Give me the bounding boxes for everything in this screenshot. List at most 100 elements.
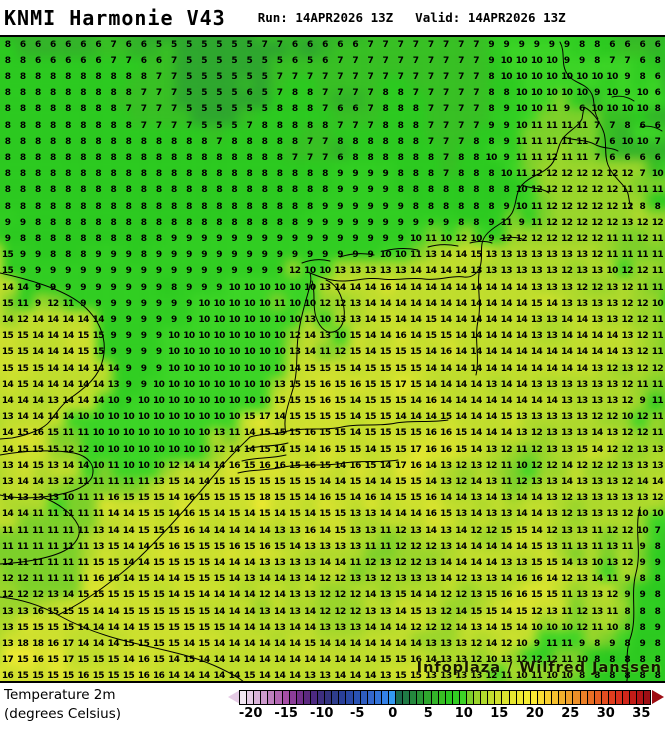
temp-cell-value: 9 bbox=[155, 266, 162, 277]
temp-cell-color bbox=[159, 462, 176, 479]
temp-cell-color bbox=[65, 91, 81, 109]
temp-cell-value: 14 bbox=[289, 638, 301, 649]
temp-cell-value: 10 bbox=[561, 88, 573, 99]
temp-cell-value: 14 bbox=[470, 509, 482, 520]
temp-cell-value: 16 bbox=[137, 655, 150, 666]
temp-cell-color bbox=[253, 192, 270, 210]
temp-cell-color bbox=[332, 108, 349, 126]
temp-cell-color bbox=[363, 495, 380, 513]
temp-cell-value: 14 bbox=[561, 460, 573, 471]
temp-cell-color bbox=[0, 192, 3, 210]
temp-cell-value: 15 bbox=[107, 590, 120, 601]
temp-cell-color bbox=[301, 394, 317, 412]
temp-cell-value: 12 bbox=[394, 541, 407, 552]
temp-cell-color bbox=[0, 57, 3, 75]
temp-cell-value: 8 bbox=[579, 671, 585, 682]
temp-cell-value: 14 bbox=[530, 493, 543, 504]
temp-cell-value: 15 bbox=[379, 363, 392, 374]
temp-cell-value: 15 bbox=[17, 363, 29, 374]
temp-cell-color bbox=[18, 664, 34, 681]
temp-cell-color bbox=[536, 630, 553, 648]
temp-cell-value: 11 bbox=[561, 638, 573, 649]
temp-cell-value: 8 bbox=[609, 655, 615, 666]
temp-cell-color bbox=[49, 613, 66, 631]
temp-cell-value: 11 bbox=[500, 217, 513, 228]
temp-cell-value: 9 bbox=[34, 298, 41, 309]
temp-cell-value: 16 bbox=[425, 395, 437, 406]
temp-cell-color bbox=[583, 613, 600, 631]
temp-cell-value: 11 bbox=[107, 476, 120, 487]
temp-cell-color bbox=[206, 546, 223, 564]
temp-cell-color bbox=[0, 243, 3, 260]
temp-cell-color bbox=[489, 175, 506, 193]
temp-cell-color bbox=[159, 596, 176, 614]
temp-cell-color bbox=[348, 613, 364, 631]
temp-cell-value: 12 bbox=[47, 298, 59, 309]
temp-cell-color bbox=[253, 310, 270, 328]
temp-cell-value: 13 bbox=[455, 638, 467, 649]
temp-cell-value: 8 bbox=[306, 104, 313, 115]
temp-cell-color bbox=[112, 141, 129, 159]
temp-cell-color bbox=[521, 580, 537, 597]
temp-cell-color bbox=[458, 411, 474, 429]
temp-cell-value: 10 bbox=[258, 331, 271, 342]
temp-cell-color bbox=[18, 529, 34, 547]
temp-cell-value: 9 bbox=[352, 233, 358, 244]
temp-cell-color bbox=[583, 478, 600, 496]
temp-cell-value: 7 bbox=[458, 88, 464, 99]
temp-cell-color bbox=[269, 192, 286, 210]
temp-cell-value: 9 bbox=[322, 201, 328, 212]
temp-cell-color bbox=[96, 192, 113, 210]
temp-cell-value: 8 bbox=[458, 201, 464, 212]
temp-cell-value: 9 bbox=[140, 282, 147, 293]
temp-cell-value: 15 bbox=[470, 250, 482, 261]
temp-cell-value: 8 bbox=[50, 217, 56, 228]
temp-cell-color bbox=[191, 327, 207, 345]
temp-cell-color bbox=[18, 495, 34, 513]
temp-cell-color bbox=[96, 125, 113, 142]
temp-cell-color bbox=[363, 613, 380, 631]
temp-cell-color bbox=[269, 462, 286, 479]
temp-cell-color bbox=[128, 293, 144, 311]
temp-cell-value: 12 bbox=[500, 233, 513, 244]
temp-cell-color bbox=[0, 630, 3, 648]
temp-cell-value: 14 bbox=[92, 622, 105, 633]
temp-cell-value: 14 bbox=[394, 282, 407, 293]
temp-cell-value: 15 bbox=[470, 606, 482, 617]
temp-cell-color bbox=[49, 293, 66, 311]
temp-cell-value: 8 bbox=[382, 120, 389, 131]
temp-cell-color bbox=[411, 478, 427, 496]
temp-cell-value: 9 bbox=[125, 282, 132, 293]
temp-cell-color bbox=[316, 394, 333, 412]
temp-cell-color bbox=[363, 40, 380, 58]
temp-cell-color bbox=[316, 226, 333, 244]
temp-cell-color bbox=[363, 630, 380, 648]
temp-cell-color bbox=[458, 563, 474, 581]
temp-cell-color bbox=[442, 411, 459, 429]
temp-cell-value: 8 bbox=[201, 201, 207, 212]
temp-cell-value: 8 bbox=[140, 233, 147, 244]
temp-cell-value: 8 bbox=[19, 104, 26, 115]
temp-cell-color bbox=[238, 344, 254, 361]
temp-cell-value: 15 bbox=[183, 590, 195, 601]
temp-cell-color bbox=[348, 293, 364, 311]
temp-cell-color bbox=[285, 361, 302, 378]
temp-cell-value: 18 bbox=[17, 638, 29, 649]
temp-cell-color bbox=[536, 57, 553, 75]
temp-cell-value: 15 bbox=[17, 379, 29, 390]
temp-cell-color bbox=[80, 276, 97, 294]
temp-cell-color bbox=[662, 74, 665, 92]
temp-cell-value: 8 bbox=[306, 169, 313, 180]
temp-cell-value: 14 bbox=[1, 444, 14, 455]
temp-cell-value: 7 bbox=[337, 120, 343, 131]
temp-cell-value: 14 bbox=[319, 525, 331, 536]
temp-cell-color bbox=[473, 344, 490, 361]
temp-cell-color bbox=[301, 377, 317, 395]
temp-cell-color bbox=[191, 529, 207, 547]
temp-cell-value: 8 bbox=[397, 136, 404, 147]
temp-cell-value: 14 bbox=[273, 590, 286, 601]
temp-cell-color bbox=[65, 411, 81, 429]
temp-cell-color bbox=[489, 563, 506, 581]
temp-cell-color bbox=[631, 512, 647, 530]
temp-cell-value: 8 bbox=[458, 169, 464, 180]
